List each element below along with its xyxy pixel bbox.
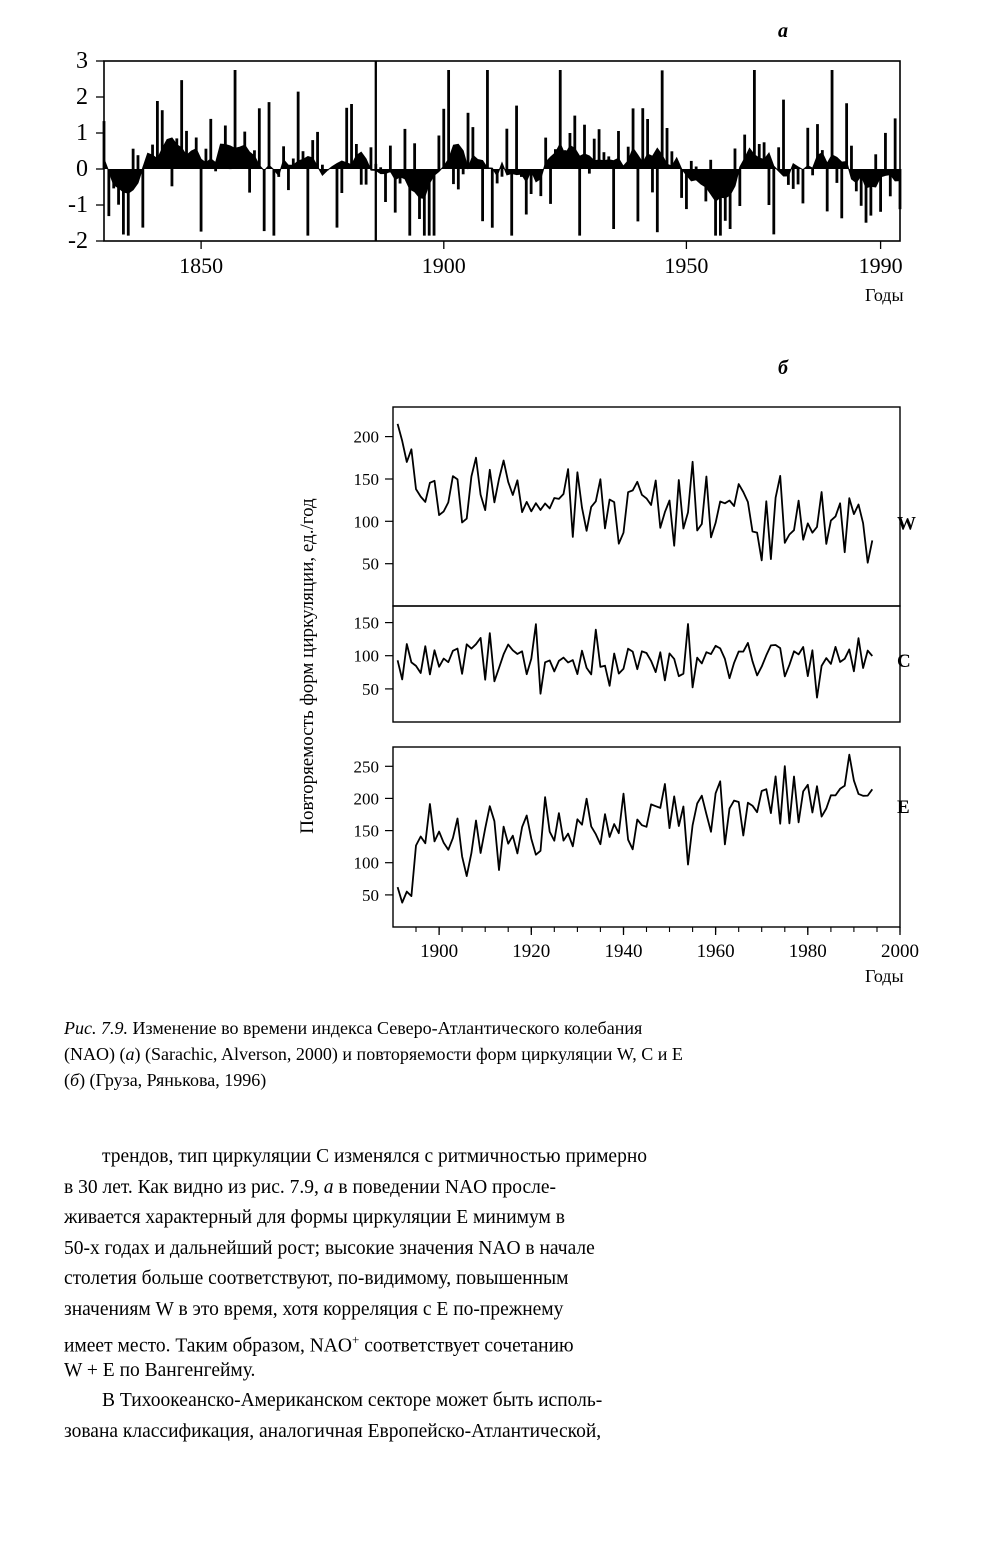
svg-text:1980: 1980 [789,941,827,962]
svg-text:1900: 1900 [420,941,458,962]
svg-text:50: 50 [362,680,379,699]
svg-text:150: 150 [354,614,380,633]
svg-text:1920: 1920 [512,941,550,962]
svg-text:100: 100 [354,512,380,531]
svg-text:C: C [897,651,911,672]
svg-text:E: E [897,797,910,818]
svg-text:2000: 2000 [881,941,919,962]
svg-text:1940: 1940 [605,941,643,962]
svg-text:150: 150 [354,822,380,841]
svg-text:Годы: Годы [865,966,904,986]
svg-text:200: 200 [354,428,380,447]
svg-text:100: 100 [354,854,380,873]
svg-text:50: 50 [362,886,379,905]
svg-text:W: W [897,513,916,534]
svg-text:200: 200 [354,789,380,808]
svg-text:250: 250 [354,757,380,776]
svg-text:100: 100 [354,647,380,666]
svg-text:50: 50 [362,555,379,574]
svg-text:150: 150 [354,470,380,489]
svg-text:1960: 1960 [697,941,735,962]
